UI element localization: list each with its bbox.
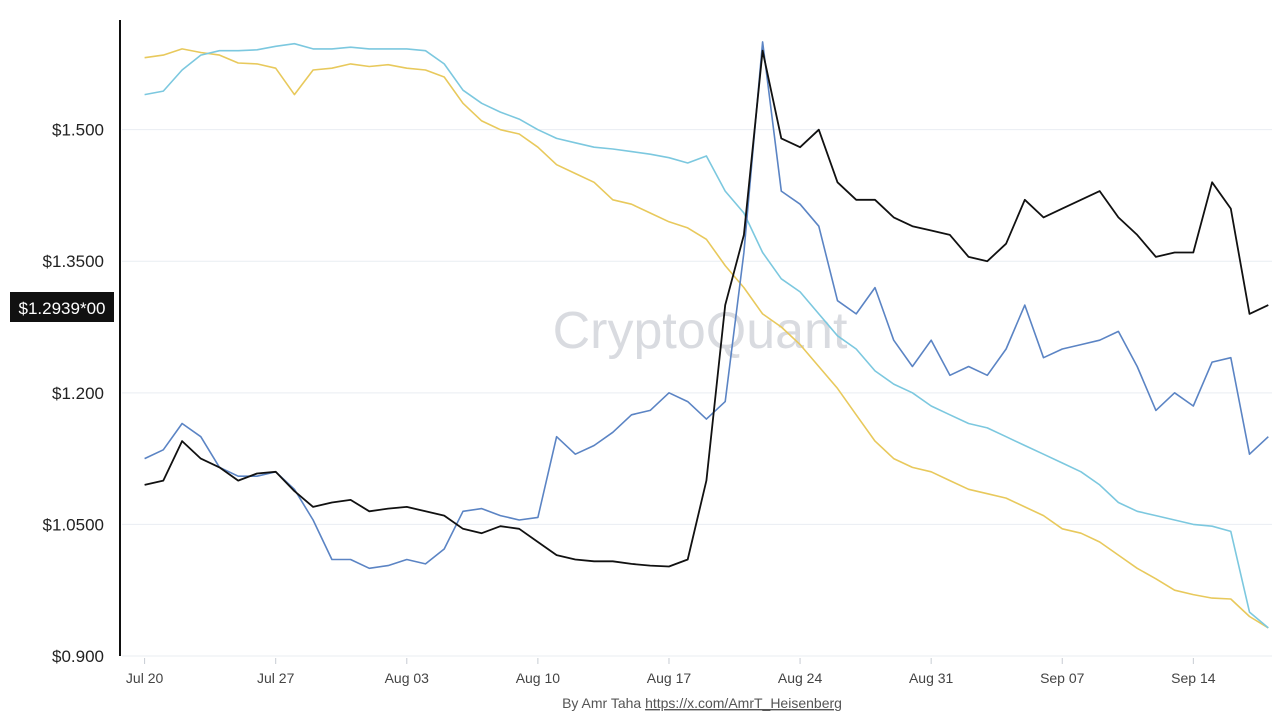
- author-credit-link[interactable]: https://x.com/AmrT_Heisenberg: [645, 695, 842, 711]
- x-tick-label: Sep 14: [1171, 670, 1216, 686]
- current-value-label: $1.2939*00: [19, 299, 106, 318]
- author-credit-prefix: By Amr Taha: [562, 695, 645, 711]
- x-tick-label: Jul 27: [257, 670, 295, 686]
- author-credit: By Amr Taha https://x.com/AmrT_Heisenber…: [562, 695, 842, 711]
- series-line-1: [144, 48, 1269, 629]
- series-line-3: [144, 41, 1269, 570]
- x-tick-label: Aug 03: [385, 670, 430, 686]
- series-lines: [144, 41, 1269, 629]
- x-tick-label: Aug 24: [778, 670, 823, 686]
- x-tick-label: Sep 07: [1040, 670, 1085, 686]
- x-tick-label: Aug 17: [647, 670, 692, 686]
- series-line-4: [144, 49, 1269, 568]
- watermark-text: CryptoQuant: [553, 302, 848, 360]
- y-axis-ticks: $1.500 $1.3500 $1.200 $1.0500 $0.900: [43, 121, 104, 666]
- y-tick-label: $1.3500: [43, 252, 104, 271]
- y-tick-label: $1.200: [52, 384, 104, 403]
- x-tick-label: Jul 20: [126, 670, 164, 686]
- x-tick-label: Aug 10: [516, 670, 561, 686]
- y-tick-label: $1.500: [52, 121, 104, 140]
- gridlines: [122, 129, 1272, 657]
- series-line-2: [144, 42, 1269, 629]
- y-tick-label: $1.0500: [43, 515, 104, 534]
- current-value-badge-bg: [10, 292, 114, 322]
- y-tick-label: $0.900: [52, 647, 104, 666]
- current-value-badge: $1.2939*00: [10, 292, 114, 322]
- x-tick-label: Aug 31: [909, 670, 954, 686]
- x-axis-ticks: Jul 20 Jul 27 Aug 03 Aug 10 Aug 17 Aug 24 Aug …: [126, 658, 1216, 686]
